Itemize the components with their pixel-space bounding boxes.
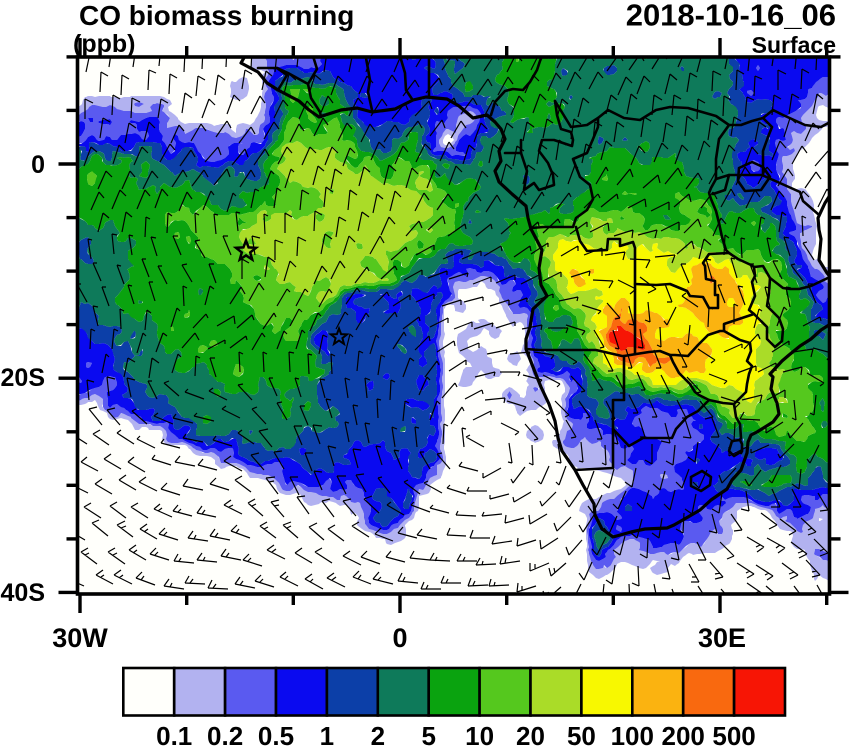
- svg-text:0.1: 0.1: [156, 721, 192, 750]
- svg-text:200: 200: [662, 721, 705, 750]
- svg-text:30E: 30E: [698, 623, 746, 653]
- svg-text:20: 20: [516, 721, 545, 750]
- svg-text:50: 50: [567, 721, 596, 750]
- svg-text:100: 100: [611, 721, 654, 750]
- svg-text:2: 2: [371, 721, 385, 750]
- svg-text:30W: 30W: [52, 623, 108, 653]
- svg-text:CO biomass burning: CO biomass burning: [79, 0, 354, 31]
- svg-text:0: 0: [392, 623, 407, 653]
- svg-text:0: 0: [31, 151, 45, 179]
- svg-text:40S: 40S: [1, 579, 45, 607]
- svg-text:500: 500: [712, 721, 755, 750]
- svg-text:(ppb): (ppb): [73, 30, 135, 58]
- svg-text:1: 1: [320, 721, 334, 750]
- svg-text:10: 10: [465, 721, 494, 750]
- svg-text:0.2: 0.2: [207, 721, 243, 750]
- svg-text:0.5: 0.5: [258, 721, 294, 750]
- svg-text:5: 5: [421, 721, 435, 750]
- svg-text:20S: 20S: [1, 364, 45, 392]
- svg-text:Surface: Surface: [752, 32, 836, 58]
- svg-text:2018-10-16_06: 2018-10-16_06: [626, 0, 836, 33]
